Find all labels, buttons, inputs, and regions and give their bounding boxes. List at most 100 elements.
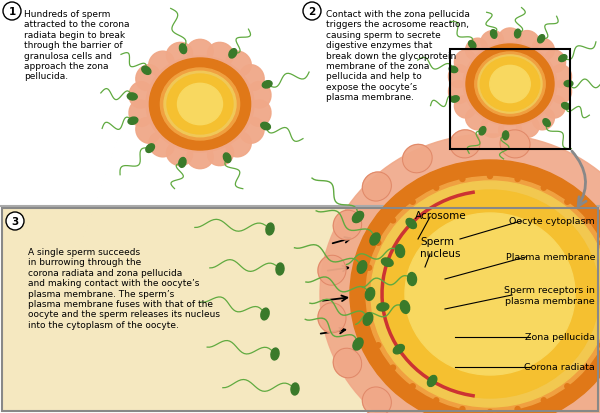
- Bar: [450, 50, 570, 150]
- Ellipse shape: [164, 72, 236, 138]
- Ellipse shape: [481, 58, 540, 112]
- Ellipse shape: [128, 118, 138, 125]
- Ellipse shape: [500, 131, 530, 159]
- Ellipse shape: [333, 211, 362, 240]
- Ellipse shape: [454, 51, 476, 73]
- Ellipse shape: [370, 233, 380, 245]
- Ellipse shape: [466, 109, 488, 131]
- Ellipse shape: [499, 120, 521, 141]
- Circle shape: [364, 292, 368, 297]
- Ellipse shape: [395, 245, 404, 258]
- Ellipse shape: [371, 182, 600, 407]
- Ellipse shape: [136, 118, 160, 144]
- Circle shape: [376, 241, 381, 246]
- Circle shape: [391, 365, 395, 370]
- Bar: [2, 209, 598, 411]
- Ellipse shape: [450, 131, 480, 159]
- Ellipse shape: [187, 145, 213, 169]
- Ellipse shape: [366, 177, 600, 411]
- Ellipse shape: [499, 29, 521, 50]
- Ellipse shape: [160, 69, 239, 141]
- Ellipse shape: [466, 39, 488, 61]
- Ellipse shape: [291, 383, 299, 395]
- Ellipse shape: [564, 81, 573, 88]
- Circle shape: [487, 410, 493, 413]
- Ellipse shape: [562, 103, 570, 110]
- Ellipse shape: [129, 83, 153, 109]
- Ellipse shape: [240, 66, 264, 91]
- Ellipse shape: [394, 345, 404, 354]
- Ellipse shape: [407, 273, 416, 286]
- Ellipse shape: [449, 67, 458, 74]
- Ellipse shape: [479, 127, 486, 135]
- Ellipse shape: [559, 55, 567, 62]
- Ellipse shape: [226, 52, 251, 77]
- Text: 3: 3: [11, 216, 19, 226]
- Ellipse shape: [261, 309, 269, 320]
- Ellipse shape: [491, 31, 497, 39]
- Ellipse shape: [517, 31, 539, 52]
- Ellipse shape: [357, 261, 367, 274]
- Ellipse shape: [127, 94, 137, 101]
- Ellipse shape: [544, 97, 566, 119]
- Text: Sperm receptors in
plasma membrane: Sperm receptors in plasma membrane: [504, 286, 595, 305]
- Text: Plasma membrane: Plasma membrane: [505, 253, 595, 262]
- Ellipse shape: [149, 133, 174, 157]
- Ellipse shape: [261, 123, 271, 131]
- Ellipse shape: [551, 81, 572, 104]
- Ellipse shape: [166, 43, 193, 67]
- Circle shape: [541, 398, 547, 403]
- Circle shape: [599, 343, 600, 348]
- Ellipse shape: [129, 101, 153, 127]
- Text: Corona radiata: Corona radiata: [524, 363, 595, 372]
- Ellipse shape: [226, 133, 251, 157]
- Ellipse shape: [333, 348, 362, 378]
- Ellipse shape: [362, 173, 391, 202]
- Circle shape: [565, 384, 570, 389]
- Text: Contact with the zona pellucida
triggers the acrosome reaction,
causing sperm to: Contact with the zona pellucida triggers…: [326, 10, 470, 102]
- Circle shape: [584, 365, 589, 370]
- Circle shape: [541, 186, 547, 191]
- Ellipse shape: [149, 52, 174, 77]
- Ellipse shape: [543, 119, 550, 127]
- Ellipse shape: [490, 66, 530, 103]
- Ellipse shape: [166, 142, 193, 166]
- Text: 1: 1: [8, 7, 16, 17]
- Ellipse shape: [503, 132, 509, 140]
- Circle shape: [376, 343, 381, 348]
- Ellipse shape: [179, 45, 187, 55]
- Ellipse shape: [179, 158, 186, 168]
- Ellipse shape: [448, 66, 469, 88]
- Ellipse shape: [247, 101, 271, 127]
- Ellipse shape: [381, 190, 599, 398]
- Ellipse shape: [146, 57, 254, 153]
- Circle shape: [3, 3, 21, 21]
- Ellipse shape: [353, 338, 363, 350]
- Ellipse shape: [405, 214, 575, 375]
- Circle shape: [367, 318, 371, 323]
- Text: Sperm
nucleus: Sperm nucleus: [420, 237, 461, 258]
- Circle shape: [565, 200, 570, 205]
- Ellipse shape: [178, 84, 223, 126]
- Circle shape: [6, 212, 24, 230]
- Ellipse shape: [403, 145, 432, 173]
- Ellipse shape: [451, 97, 459, 103]
- Ellipse shape: [363, 313, 373, 325]
- Ellipse shape: [469, 42, 476, 50]
- Ellipse shape: [223, 154, 231, 163]
- Circle shape: [584, 218, 589, 223]
- Text: Zona pellucida: Zona pellucida: [525, 333, 595, 342]
- Ellipse shape: [515, 30, 521, 39]
- Ellipse shape: [481, 117, 503, 138]
- Ellipse shape: [320, 135, 600, 413]
- Ellipse shape: [247, 83, 271, 109]
- Circle shape: [391, 218, 395, 223]
- Ellipse shape: [454, 97, 476, 119]
- Text: A single sperm succeeds
in burrowing through the
corona radiata and zona pelluci: A single sperm succeeds in burrowing thr…: [28, 247, 220, 329]
- Ellipse shape: [146, 145, 154, 153]
- Circle shape: [515, 406, 520, 411]
- Ellipse shape: [538, 36, 545, 44]
- Circle shape: [460, 406, 465, 411]
- Circle shape: [434, 398, 439, 403]
- Ellipse shape: [350, 161, 600, 413]
